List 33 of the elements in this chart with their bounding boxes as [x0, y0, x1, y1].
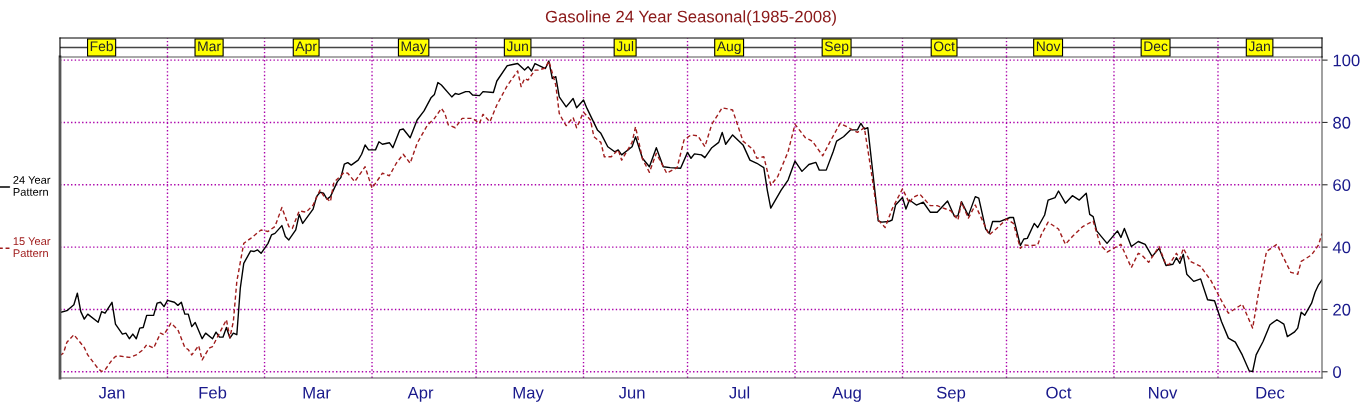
y-tick-label: 100 — [1333, 54, 1360, 67]
y-tick-label: 40 — [1332, 241, 1351, 254]
y-tick-label: 20 — [1333, 303, 1351, 316]
x-tick-label: Mar — [303, 386, 331, 399]
chart-title: Gasoline 24 Year Seasonal(1985-2008) — [545, 10, 836, 26]
text: Nov — [1036, 41, 1061, 52]
text: Jan — [1248, 41, 1270, 52]
text: Oct — [933, 41, 955, 52]
x-tick-label: Jan — [98, 386, 125, 399]
text: Aug — [716, 41, 741, 54]
y-tick-label: 60 — [1333, 179, 1351, 191]
x-tick-label: Sep — [936, 386, 966, 402]
text: Sep — [824, 41, 849, 54]
text: Jun — [506, 41, 528, 52]
text: May — [401, 41, 427, 54]
x-tick-label: Nov — [1149, 386, 1178, 399]
text: Apr — [295, 41, 317, 54]
x-tick-label: Oct — [1046, 386, 1072, 399]
x-tick-label: Jul — [729, 386, 750, 399]
x-tick-label: May — [513, 386, 544, 402]
x-tick-label: Feb — [199, 386, 227, 399]
text: Dec — [1144, 41, 1168, 52]
x-tick-label: Dec — [1256, 386, 1285, 399]
text: Mar — [198, 41, 221, 52]
text: Feb — [90, 41, 113, 52]
y-tick-label: 80 — [1333, 116, 1351, 129]
x-tick-label: Jun — [618, 386, 645, 399]
x-tick-label: Aug — [832, 386, 861, 402]
x-tick-label: Apr — [407, 386, 434, 402]
legend-label: 24 Year Pattern — [13, 176, 51, 196]
text: Jul — [616, 41, 634, 52]
legend-label: 15 Year Pattern — [13, 237, 51, 258]
y-tick-label: 0 — [1333, 366, 1342, 378]
